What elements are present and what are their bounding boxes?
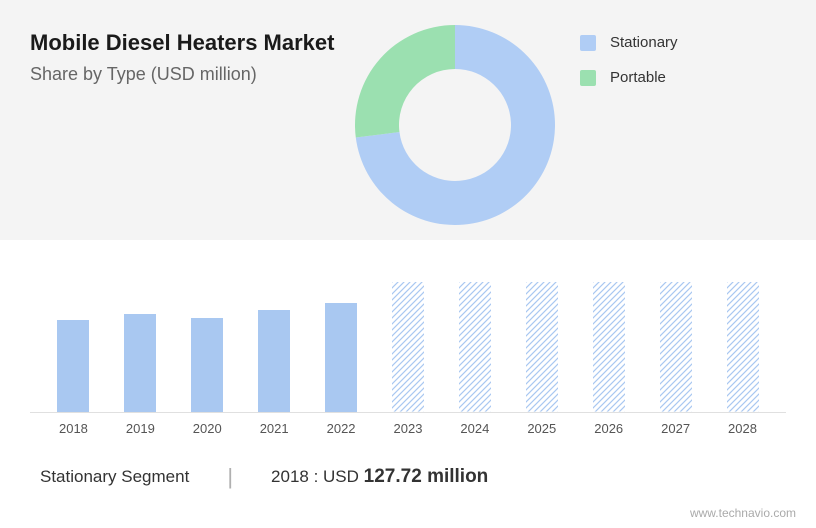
bar-year-label: 2018 [40,421,107,436]
bar-forecast [660,282,692,412]
bar-year-label: 2024 [441,421,508,436]
bar-col [441,268,508,412]
bar-year-label: 2023 [375,421,442,436]
bar-forecast [593,282,625,412]
value-line: 2018 : USD 127.72 million [271,466,488,488]
top-section: Mobile Diesel Heaters Market Share by Ty… [0,0,816,240]
bar-year-label: 2026 [575,421,642,436]
bar-col [709,268,776,412]
bottom-section: 2018201920202021202220232024202520262027… [0,240,816,490]
bar-forecast [727,282,759,412]
bar-col [508,268,575,412]
legend-swatch [580,70,596,86]
bar-forecast [526,282,558,412]
bar-year-label: 2019 [107,421,174,436]
legend-swatch [580,35,596,51]
footer-value: 127.72 million [364,466,489,487]
bar-year-label: 2021 [241,421,308,436]
footer: Stationary Segment | 2018 : USD 127.72 m… [30,464,786,490]
bar-actual [258,310,290,412]
legend-label: Portable [610,69,666,86]
divider: | [227,464,233,490]
bar-col [107,268,174,412]
bar-actual [124,314,156,412]
footer-year: 2018 [271,467,309,486]
bar-col [575,268,642,412]
donut-slice-portable [355,25,455,138]
bar-labels-row: 2018201920202021202220232024202520262027… [30,413,786,436]
bar-col [40,268,107,412]
legend-item: Stationary [580,34,678,51]
bar-year-label: 2025 [508,421,575,436]
bar-year-label: 2022 [308,421,375,436]
legend-item: Portable [580,69,678,86]
bar-col [375,268,442,412]
bar-col [241,268,308,412]
bar-forecast [392,282,424,412]
legend: Stationary Portable [580,34,678,104]
bar-chart [30,268,786,413]
bar-actual [191,318,223,412]
donut-chart [355,25,555,230]
watermark: www.technavio.com [690,506,796,520]
footer-currency: USD [323,467,359,486]
bar-col [642,268,709,412]
bar-actual [57,320,89,412]
legend-label: Stationary [610,34,678,51]
bar-forecast [459,282,491,412]
bar-col [174,268,241,412]
bar-col [308,268,375,412]
bar-year-label: 2027 [642,421,709,436]
bar-actual [325,303,357,412]
bar-year-label: 2028 [709,421,776,436]
bar-year-label: 2020 [174,421,241,436]
segment-label: Stationary Segment [30,467,189,487]
